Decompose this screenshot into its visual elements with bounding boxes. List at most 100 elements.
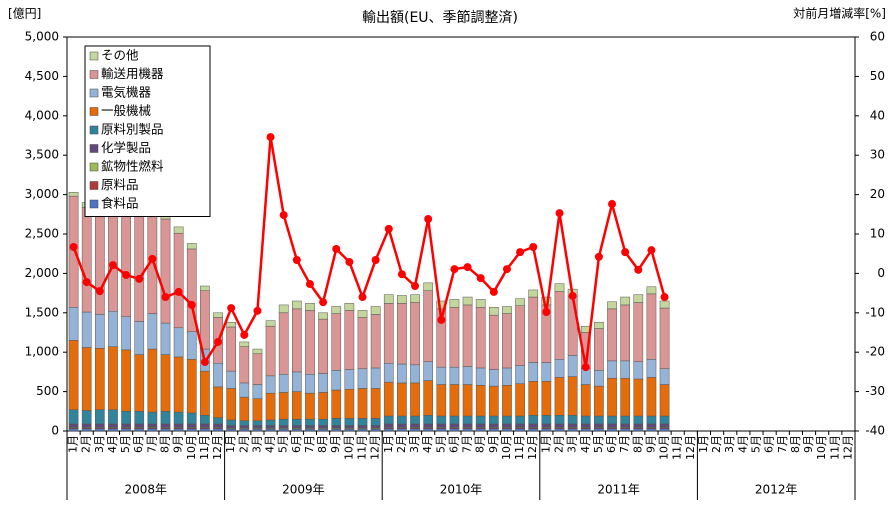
bar-segment — [568, 424, 577, 427]
x-tick-label: 7月 — [145, 435, 158, 453]
x-tick-label: 8月 — [316, 435, 329, 453]
bar-segment — [95, 429, 104, 431]
bar-segment — [108, 429, 117, 431]
bar-segment — [227, 371, 236, 388]
line-marker — [70, 243, 78, 251]
bar-segment — [621, 416, 630, 424]
bar-segment — [516, 366, 525, 384]
bar-segment — [647, 359, 656, 377]
bar-segment — [568, 377, 577, 416]
bar-segment — [108, 311, 117, 346]
y-tick-label: 5,000 — [25, 30, 59, 44]
bar-segment — [266, 326, 275, 376]
bar-segment — [69, 424, 78, 427]
y2-tick-label: -30 — [865, 384, 885, 398]
bar-segment — [371, 306, 380, 314]
x-tick-label: 11月 — [671, 435, 684, 460]
bar-segment — [489, 315, 498, 369]
line-marker — [188, 301, 196, 309]
line-marker — [359, 293, 367, 301]
bar-segment — [69, 192, 78, 196]
bar-segment — [424, 424, 433, 427]
x-tick-label: 5月 — [592, 435, 605, 453]
year-label: 2012年 — [755, 483, 798, 497]
bar-segment — [227, 327, 236, 371]
bar-segment — [161, 429, 170, 431]
bar-segment — [410, 295, 419, 303]
bar-segment — [319, 419, 328, 425]
bar-segment — [529, 362, 538, 381]
x-tick-label: 7月 — [303, 435, 316, 453]
bar-segment — [607, 302, 616, 309]
bar-segment — [319, 313, 328, 319]
bar-segment — [476, 299, 485, 307]
bar-segment — [332, 306, 341, 313]
bar-segment — [476, 416, 485, 424]
line-marker — [450, 265, 458, 273]
bar-segment — [187, 424, 196, 427]
line-marker — [608, 200, 616, 208]
legend-label: 食料品 — [101, 196, 139, 211]
x-tick-label: 10月 — [658, 435, 671, 460]
bar-segment — [384, 303, 393, 363]
bar-segment — [292, 419, 301, 425]
bar-segment — [397, 303, 406, 364]
bar-segment — [227, 420, 236, 426]
bar-segment — [345, 310, 354, 369]
x-tick-label: 12月 — [211, 435, 224, 460]
bar-segment — [437, 429, 446, 431]
bar-segment — [148, 429, 157, 431]
bar-segment — [542, 429, 551, 431]
bar-segment — [305, 374, 314, 393]
bar-segment — [95, 424, 104, 427]
line-marker — [424, 215, 432, 223]
bar-segment — [634, 379, 643, 416]
x-tick-label: 6月 — [447, 435, 460, 453]
bar-segment — [345, 418, 354, 425]
bar-segment — [424, 429, 433, 431]
bar-segment — [240, 397, 249, 421]
y2-tick-label: 10 — [870, 227, 885, 241]
bar-segment — [621, 429, 630, 431]
bar-segment — [647, 377, 656, 416]
bar-segment — [305, 310, 314, 374]
legend-label: 原料品 — [101, 177, 139, 192]
bar-segment — [581, 385, 590, 417]
line-marker — [556, 209, 564, 217]
line-marker — [621, 248, 629, 256]
y2-tick-label: -40 — [865, 424, 885, 438]
bar-segment — [489, 370, 498, 387]
bar-segment — [437, 385, 446, 417]
bar-segment — [266, 420, 275, 426]
bar-segment — [135, 411, 144, 424]
bar-segment — [371, 429, 380, 431]
bar-segment — [148, 349, 157, 412]
line-marker — [582, 363, 590, 371]
bar-segment — [660, 385, 669, 417]
x-tick-label: 3月 — [566, 435, 579, 453]
bar-segment — [489, 416, 498, 424]
bar-segment — [240, 342, 249, 347]
bar-segment — [213, 424, 222, 427]
bar-segment — [502, 429, 511, 431]
legend-label: 電気機器 — [101, 85, 152, 100]
bar-segment — [502, 368, 511, 385]
bar-segment — [450, 385, 459, 417]
legend-swatch — [90, 200, 98, 208]
year-label: 2009年 — [282, 483, 325, 497]
y2-tick-label: 30 — [870, 148, 885, 162]
bar-segment — [647, 429, 656, 431]
bar-segment — [502, 385, 511, 416]
bar-segment — [660, 308, 669, 369]
bar-segment — [397, 416, 406, 424]
line-marker — [437, 316, 445, 324]
x-tick-label: 2月 — [80, 435, 93, 453]
bar-segment — [384, 429, 393, 431]
bar-segment — [319, 392, 328, 419]
bar-segment — [227, 429, 236, 431]
bar-segment — [292, 425, 301, 427]
bar-segment — [463, 429, 472, 431]
bar-segment — [279, 392, 288, 419]
bar-segment — [516, 416, 525, 424]
bar-segment — [502, 306, 511, 313]
